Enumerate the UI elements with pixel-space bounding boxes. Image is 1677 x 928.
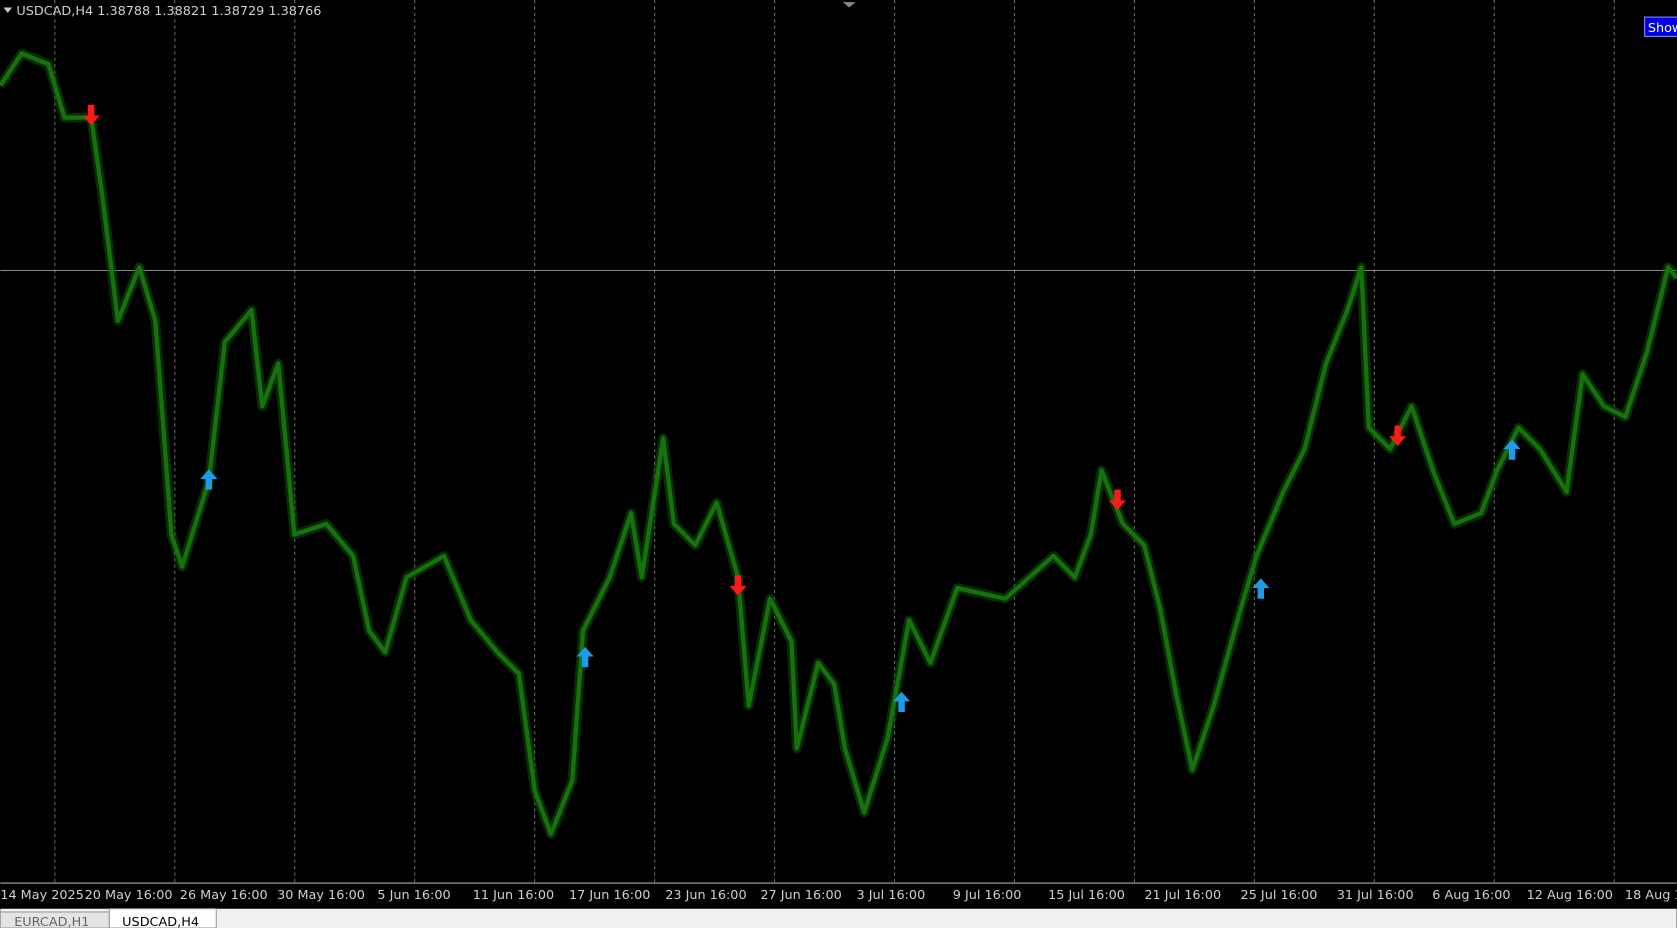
x-axis-label: 11 Jun 16:00 — [473, 888, 554, 903]
tabs: EURCAD,H1 USDCAD,H4 — [0, 908, 217, 928]
x-axis-label: 30 May 16:00 — [277, 888, 365, 903]
x-axis-label: 6 Aug 16:00 — [1432, 888, 1510, 903]
x-axis-label: 18 Aug 16:00 — [1625, 888, 1677, 903]
show-button[interactable] — [1644, 16, 1677, 37]
chart-header: USDCAD,H4 1.38788 1.38821 1.38729 1.3876… — [16, 4, 321, 19]
tab-bar — [0, 908, 1677, 928]
x-axis-label: 21 Jul 16:00 — [1144, 888, 1221, 903]
x-axis-label: 20 May 16:00 — [85, 888, 173, 903]
x-axis-label: 26 May 16:00 — [180, 888, 268, 903]
x-axis-label: 3 Jul 16:00 — [857, 888, 926, 903]
shift-marker[interactable] — [842, 2, 856, 8]
show-button-label[interactable]: Show — [1648, 21, 1677, 36]
x-axis-label: 17 Jun 16:00 — [569, 888, 650, 903]
x-axis-label: 27 Jun 16:00 — [760, 888, 841, 903]
x-axis-label: 31 Jul 16:00 — [1337, 888, 1414, 903]
menu-triangle[interactable] — [3, 7, 13, 13]
x-axis-label: 9 Jul 16:00 — [953, 888, 1022, 903]
x-axis: 14 May 2025 20 May 16:00 26 May 16:00 30 Ma… — [0, 888, 1677, 903]
chart-background — [0, 0, 1676, 909]
x-axis-label: 5 Jun 16:00 — [377, 888, 450, 903]
x-axis-label: 14 May 2025 — [0, 888, 84, 903]
price-candles-wicks — [0, 48, 1677, 839]
x-axis-label: 12 Aug 16:00 — [1527, 888, 1613, 903]
tab[interactable] — [108, 908, 217, 928]
x-axis-label: 25 Jul 16:00 — [1241, 888, 1318, 903]
x-axis-label: 23 Jun 16:00 — [665, 888, 746, 903]
x-axis-label: 15 Jul 16:00 — [1048, 888, 1125, 903]
tab-label[interactable]: USDCAD,H4 — [122, 915, 199, 928]
tab-label[interactable]: EURCAD,H1 — [14, 915, 89, 928]
